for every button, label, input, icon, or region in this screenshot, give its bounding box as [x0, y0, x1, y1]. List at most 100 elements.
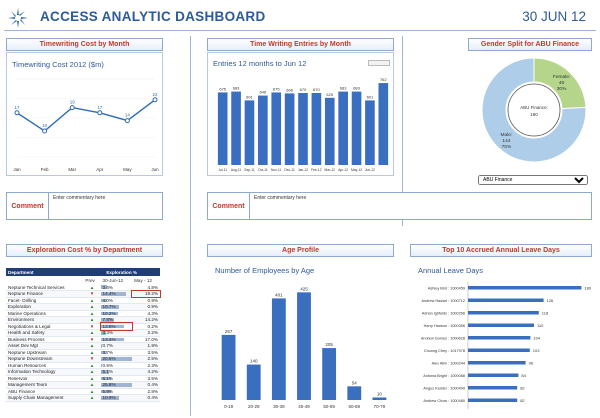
percent-bar: [100, 285, 107, 289]
data-label: 625: [326, 92, 333, 97]
data-label: 84: [521, 373, 526, 378]
timewriting-line-chart: 17 Jan 10 Feb 19 Mar 17 Apr 14 May 22 Jun: [13, 78, 159, 172]
donut-slice: [481, 57, 587, 163]
series-line: [16, 99, 156, 132]
exploration-panel-title: Exploration Cost % by Department: [6, 244, 163, 257]
table-row: Negotiations & Legal ▼ 13.6% 0.2%: [6, 322, 160, 331]
dashboard-title: ACCESS ANALYTIC DASHBOARD: [40, 9, 266, 24]
department-name: Asset Dev Mgt: [6, 342, 84, 350]
may-percent: 4.8%: [132, 284, 160, 291]
exploration-table-body: Neptune Technical Services ▲ 3.6% 4.8% Neptu…: [6, 284, 161, 402]
donut-center: [507, 83, 561, 137]
data-label: 257: [225, 329, 233, 334]
leave-chart-subtitle: Annual Leave Days: [418, 266, 484, 275]
comment-text[interactable]: Enter commentary here: [254, 195, 307, 201]
x-tick-label: Mar: [68, 167, 76, 172]
data-label: 683: [340, 86, 347, 91]
data-label: 425: [300, 286, 308, 291]
data-label: 22: [152, 92, 158, 97]
data-point: [69, 105, 75, 111]
comment-label: Comment: [7, 193, 49, 219]
slice-label: Female:: [553, 74, 570, 80]
entries-bar-chart: 675 Jul-11 683 Aug-11 601 Sep-11 646 Oct-11 675 N…: [217, 77, 389, 172]
scrollbar[interactable]: [368, 60, 390, 66]
x-tick-label: Nov-11: [271, 168, 282, 172]
arrow-up-icon: ▲: [83, 388, 101, 395]
total-label: ABU Finance:: [520, 105, 548, 110]
data-label: 189: [584, 285, 591, 290]
slice-percent: 30%: [557, 86, 567, 92]
x-tick-label: 50-59: [323, 404, 335, 409]
data-label: 140: [250, 359, 258, 364]
bar: [347, 386, 362, 400]
arrow-down-icon: ▼: [83, 323, 101, 330]
report-date: 30 JUN 12: [522, 9, 586, 24]
current-percent: 25.8%: [100, 381, 133, 389]
data-label: 103: [533, 348, 540, 353]
x-tick-label: Jul-11: [218, 168, 227, 172]
department-name: Negotiations & Legal: [6, 323, 84, 330]
current-percent: 13.6%: [99, 322, 134, 331]
data-point: [152, 97, 158, 103]
x-tick-label: 70-79: [374, 404, 386, 409]
data-label: 646: [260, 90, 267, 95]
table-row: Neptune Technical Services ▲ 3.6% 4.8%: [6, 284, 160, 291]
business-unit-select[interactable]: ABU Finance: [478, 175, 588, 185]
x-tick-label: Mar-12: [325, 168, 336, 172]
bar: [324, 97, 335, 165]
current-percent: 5.1%: [100, 368, 133, 376]
data-point: [124, 118, 130, 124]
department-name: ABU Finance: [6, 388, 84, 395]
x-tick-label: Feb: [41, 167, 49, 172]
current-percent: 20.5%: [100, 355, 133, 363]
x-tick-label: Jan: [13, 167, 21, 172]
data-label: 10: [377, 391, 383, 396]
bar: [468, 298, 544, 302]
data-label: 82: [520, 385, 525, 390]
timewriting-comment-box[interactable]: Comment Enter commentary here: [6, 192, 163, 220]
col-department: Department: [6, 268, 84, 276]
data-label: 601: [246, 94, 253, 99]
department-name: Neptune Finance: [6, 290, 84, 298]
x-tick-label: Jun: [151, 167, 159, 172]
percent-text: 4.0%: [102, 297, 114, 303]
may-percent: 4.2%: [132, 368, 160, 376]
percent-text: 7.8%: [102, 317, 114, 323]
percent-text: 3.6%: [102, 284, 114, 290]
table-row: Neptune Finance ▼ 14.4% 19.2%: [6, 289, 161, 298]
timewriting-panel-title: Timewriting Cost by Month: [6, 38, 163, 51]
percent-text: 0.5%: [102, 362, 114, 368]
percent-text: 14.4%: [102, 291, 116, 297]
percent-bar: [100, 396, 120, 400]
bar: [311, 92, 322, 165]
x-tick-label: 60-69: [349, 404, 361, 409]
data-label: 670: [313, 87, 320, 92]
percent-bar: [100, 389, 111, 393]
current-percent: 3.7%: [100, 349, 133, 356]
slice-count: 144: [502, 138, 510, 144]
table-row: Supply Chain Management ▲ 10.9% 0.4%: [6, 394, 160, 402]
department-name: Exploration: [6, 303, 84, 311]
bar: [468, 348, 530, 352]
x-tick-label: 40-49: [298, 404, 310, 409]
entries-comment-box[interactable]: Comment Enter commentary here: [207, 192, 592, 220]
bar: [468, 386, 518, 390]
comment-text[interactable]: Enter commentary here: [53, 195, 106, 201]
department-name: Marine Operations: [6, 310, 84, 317]
col-may: May - 12: [132, 276, 160, 284]
bar: [297, 292, 311, 400]
y-tick-label: Antonia Bright : 1000088: [423, 374, 465, 378]
arrow-up-icon: ▲: [83, 381, 101, 389]
col-exploration-group: Exploration %: [83, 268, 160, 276]
x-tick-label: May: [123, 167, 132, 172]
department-name: Neptune Downstream: [6, 355, 84, 363]
bar: [351, 91, 362, 165]
data-label: 19: [70, 100, 76, 105]
leave-hbar-chart: 189 Ashley Bird : 1000459 126 Andrew Hassel…: [421, 282, 592, 409]
percent-bar: [100, 370, 110, 374]
table-row: Exploration ▲ 10.7% 0.9%: [6, 303, 160, 311]
current-percent: 3.6%: [100, 284, 133, 291]
may-percent: 19.2%: [131, 289, 161, 298]
data-point: [42, 128, 48, 134]
may-percent: 3.5%: [132, 375, 160, 382]
